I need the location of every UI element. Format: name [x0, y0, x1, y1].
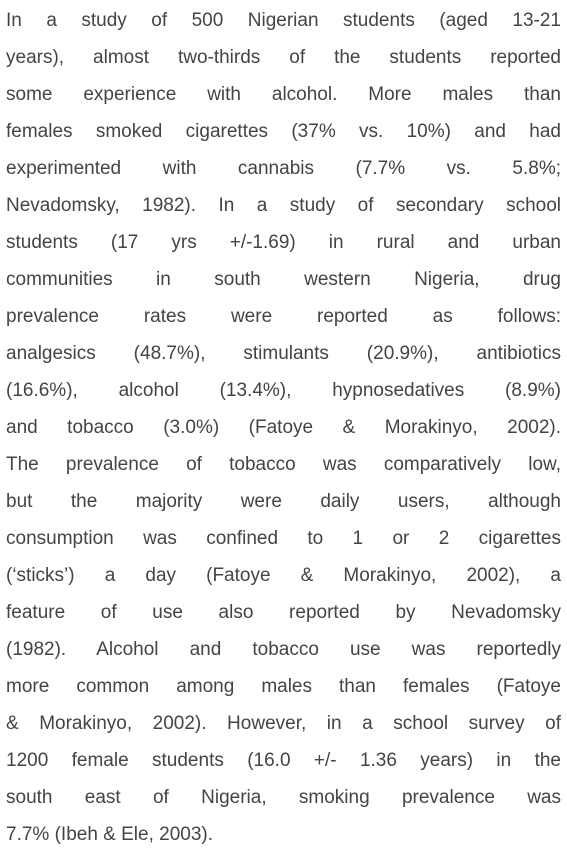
- text-line: more common among males than females (Fa…: [6, 676, 561, 697]
- text-line: (1982). Alcohol and tobacco use was repo…: [6, 639, 561, 660]
- text-line: experimented with cannabis (7.7% vs. 5.8…: [6, 158, 561, 179]
- text-line: communities in south western Nigeria, dr…: [6, 269, 561, 290]
- text-line: females smoked cigarettes (37% vs. 10%) …: [6, 121, 561, 142]
- text-line: prevalence rates were reported as follow…: [6, 306, 561, 327]
- text-line: feature of use also reported by Nevadoms…: [6, 602, 561, 623]
- text-line: students (17 yrs +/-1.69) in rural and u…: [6, 232, 561, 253]
- text-line: some experience with alcohol. More males…: [6, 84, 561, 105]
- text-line: but the majority were daily users, altho…: [6, 491, 561, 512]
- text-line: years), almost two-thirds of the student…: [6, 47, 561, 68]
- text-line: consumption was confined to 1 or 2 cigar…: [6, 528, 561, 549]
- text-line: and tobacco (3.0%) (Fatoye & Morakinyo, …: [6, 417, 561, 438]
- text-line: Nevadomsky, 1982). In a study of seconda…: [6, 195, 561, 216]
- text-line: 7.7% (Ibeh & Ele, 2003).: [6, 824, 214, 845]
- text-line: (16.6%), alcohol (13.4%), hypnosedatives…: [6, 380, 561, 401]
- text-line: & Morakinyo, 2002). However, in a school…: [6, 713, 561, 734]
- text-line: In a study of 500 Nigerian students (age…: [6, 10, 561, 31]
- text-line: analgesics (48.7%), stimulants (20.9%), …: [6, 343, 561, 364]
- text-line: (‘sticks’) a day (Fatoye & Morakinyo, 20…: [6, 565, 561, 586]
- text-line: The prevalence of tobacco was comparativ…: [6, 454, 561, 475]
- text-line: south east of Nigeria, smoking prevalenc…: [6, 787, 561, 808]
- text-line: 1200 female students (16.0 +/- 1.36 year…: [6, 750, 561, 771]
